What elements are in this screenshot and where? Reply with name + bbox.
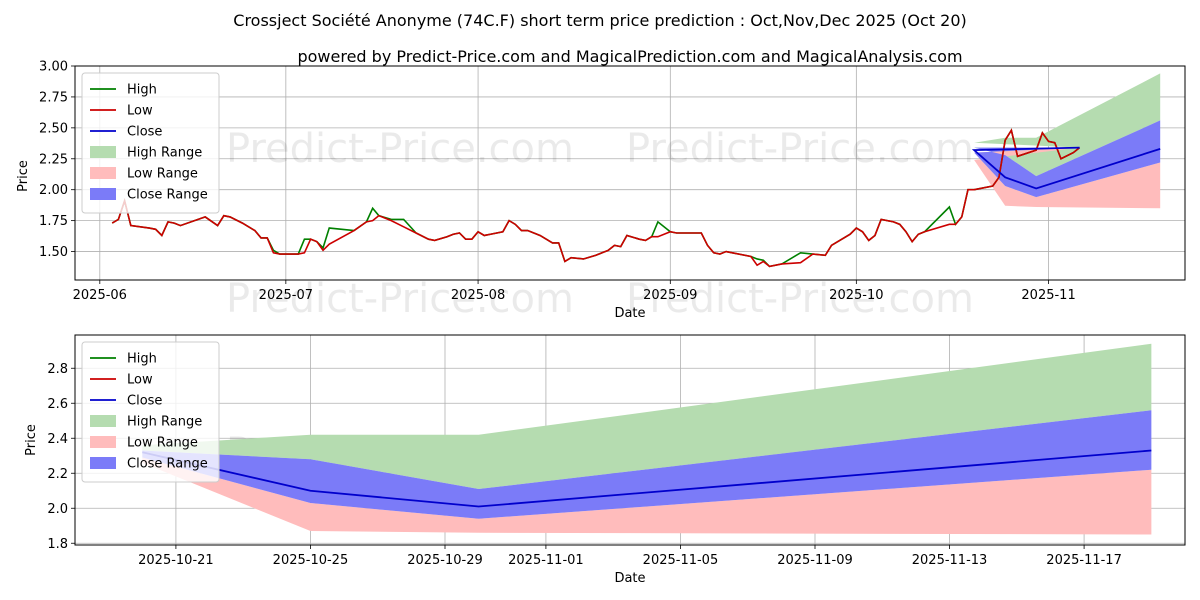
legend-label: Close Range — [127, 188, 208, 203]
watermark: Predict-Price.com — [226, 126, 574, 172]
legend-box — [81, 341, 220, 483]
legend-label: Low Range — [127, 436, 198, 451]
x-tick-label: 2025-11-09 — [777, 553, 853, 568]
y-tick-label: 2.0 — [47, 502, 68, 517]
watermark: Predict-Price.com — [626, 276, 974, 322]
y-tick-label: 1.8 — [47, 537, 68, 552]
legend-label: High — [127, 352, 157, 367]
x-tick-label: 2025-08 — [451, 288, 505, 303]
x-tick-label: 2025-06 — [73, 288, 127, 303]
x-tick-label: 2025-10-21 — [138, 553, 214, 568]
top-panel: Predict-Price.com Predict-Price.com Pred… — [16, 60, 1186, 322]
x-tick-label: 2025-11-05 — [643, 553, 719, 568]
low-range-band — [974, 147, 1161, 209]
legend-label: Low Range — [127, 167, 198, 182]
y-tick-label: 1.50 — [39, 245, 68, 260]
x-tick-label: 2025-11-01 — [508, 553, 584, 568]
y-tick-label: 2.25 — [39, 152, 68, 167]
close-line — [971, 146, 1161, 190]
legend-label: High Range — [127, 415, 202, 430]
top-y-axis-label: Price — [16, 160, 31, 192]
top-range-fills — [974, 73, 1161, 209]
y-tick-label: 2.8 — [47, 362, 68, 377]
x-tick-label: 2025-10-25 — [273, 553, 349, 568]
legend-label: Close — [127, 394, 162, 409]
legend-label: Close — [127, 125, 162, 140]
low-line — [111, 128, 1081, 268]
close-range-band — [974, 120, 1161, 198]
legend-label: Low — [127, 373, 153, 388]
legend-box — [81, 72, 220, 214]
top-series-lines — [111, 128, 1161, 268]
bottom-legend: High Low Close High Range Low Range Close Ran… — [81, 341, 220, 483]
x-tick-label: 2025-11-13 — [912, 553, 988, 568]
legend-label: High Range — [127, 146, 202, 161]
chart-subtitle: powered by Predict-Price.com and Magical… — [297, 47, 962, 66]
y-tick-label: 2.50 — [39, 121, 68, 136]
bottom-plot-frame — [74, 334, 1186, 546]
watermark: Predict-Price.com — [226, 276, 574, 322]
legend-label: Close Range — [127, 457, 208, 472]
bottom-y-axis-label: Price — [24, 424, 39, 456]
top-legend: High Low Close High Range Low Range Close Ran… — [81, 72, 220, 214]
legend-swatch — [90, 167, 116, 179]
legend-swatch — [90, 188, 116, 200]
top-ticks: 2025-06 2025-07 2025-08 2025-09 2025-10 2025-… — [39, 60, 1076, 304]
y-tick-label: 2.75 — [39, 90, 68, 105]
legend-label: Low — [127, 104, 153, 119]
y-tick-label: 2.4 — [47, 432, 68, 447]
bottom-panel: Predict-Price.com Predict-Price.com 2025… — [24, 334, 1186, 586]
top-x-axis-label: Date — [614, 306, 645, 321]
x-tick-label: 2025-11 — [1021, 288, 1075, 303]
x-tick-label: 2025-10-29 — [407, 553, 483, 568]
x-tick-label: 2025-10 — [829, 288, 883, 303]
y-tick-label: 1.75 — [39, 214, 68, 229]
x-tick-label: 2025-11-17 — [1046, 553, 1122, 568]
y-tick-label: 2.00 — [39, 183, 68, 198]
bottom-x-axis-label: Date — [614, 571, 645, 586]
top-watermarks: Predict-Price.com Predict-Price.com Pred… — [226, 126, 974, 322]
chart-title: Crossject Société Anonyme (74C.F) short … — [233, 11, 966, 30]
bottom-series-lines — [142, 449, 1152, 508]
legend-swatch — [90, 146, 116, 158]
legend-swatch — [90, 457, 116, 469]
high-range-band — [142, 343, 1152, 489]
legend-label: High — [127, 83, 157, 98]
bottom-ticks: 2025-10-21 2025-10-25 2025-10-29 2025-11-01… — [47, 362, 1122, 568]
y-tick-label: 2.2 — [47, 467, 68, 482]
bottom-range-fills — [142, 343, 1152, 535]
y-tick-label: 3.00 — [39, 60, 68, 75]
low-range-band — [142, 457, 1152, 535]
top-plot-frame — [74, 65, 1186, 281]
x-tick-label: 2025-07 — [259, 288, 313, 303]
x-tick-label: 2025-09 — [643, 288, 697, 303]
close-range-band — [142, 410, 1152, 519]
y-tick-label: 2.6 — [47, 397, 68, 412]
legend-swatch — [90, 415, 116, 427]
legend-swatch — [90, 436, 116, 448]
close-line — [142, 449, 1152, 508]
watermark: Predict-Price.com — [626, 126, 974, 172]
